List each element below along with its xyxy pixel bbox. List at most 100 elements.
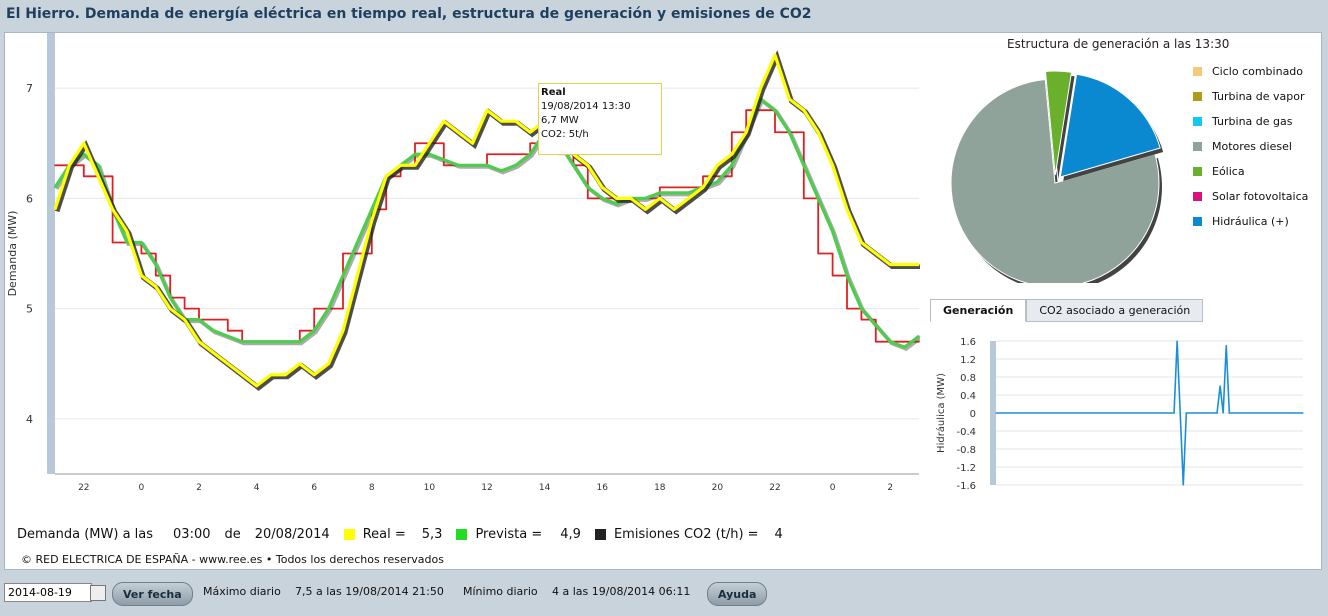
- legend-swatch: [1193, 117, 1202, 126]
- hydro-data-point: [1216, 412, 1218, 414]
- legend-label: Eólica: [1212, 165, 1245, 178]
- data-point: [759, 87, 762, 89]
- hydro-y-tick-label: -0.4: [956, 427, 976, 438]
- hydro-y-axis-label: Hidráulica (MW): [935, 373, 947, 453]
- data-point: [515, 164, 517, 167]
- hydro-data-point: [995, 412, 997, 414]
- data-point: [212, 318, 215, 321]
- data-point: [803, 164, 805, 167]
- data-point: [673, 192, 675, 194]
- data-point: [428, 153, 431, 156]
- data-point: [831, 274, 834, 277]
- data-point: [299, 340, 301, 343]
- data-point: [169, 296, 171, 299]
- data-point: [414, 142, 416, 145]
- data-point: [875, 252, 877, 255]
- data-point: [716, 181, 719, 183]
- data-point: [299, 329, 301, 332]
- hydro-data-point: [1176, 340, 1178, 342]
- data-point: [486, 164, 488, 167]
- max-value: 7,5 a las 19/08/2014 21:50: [295, 585, 444, 598]
- series-programada: [55, 109, 919, 343]
- data-point: [313, 329, 316, 332]
- series-real: [53, 53, 919, 388]
- data-point: [529, 153, 531, 156]
- data-point: [212, 351, 215, 354]
- data-point: [716, 164, 719, 167]
- chart-scroll-strip: [47, 33, 55, 474]
- tooltip-datetime: 19/08/2014 13:30: [541, 101, 631, 112]
- tab-bar: Generación CO2 asociado a generación: [930, 299, 1204, 322]
- data-point: [183, 318, 186, 321]
- legend-swatch: [1193, 92, 1202, 101]
- legend-swatch: [1193, 217, 1202, 226]
- ayuda-button[interactable]: Ayuda: [707, 582, 768, 606]
- status-label: Demanda (MW) a las: [17, 527, 154, 542]
- data-point: [918, 340, 920, 343]
- data-point: [774, 131, 776, 134]
- date-input[interactable]: [4, 583, 92, 602]
- data-point: [745, 131, 747, 134]
- data-point: [155, 263, 157, 266]
- tooltip-title: Real: [541, 87, 566, 98]
- data-point: [687, 192, 690, 194]
- data-point: [860, 307, 863, 310]
- data-point: [860, 241, 863, 244]
- data-point: [356, 252, 359, 255]
- hydro-y-tick-label: 0.4: [960, 391, 976, 402]
- x-tick-label: 2: [196, 483, 202, 493]
- page-title: El Hierro. Demanda de energía eléctrica …: [6, 6, 812, 22]
- data-point: [587, 164, 589, 167]
- hydro-y-tick-label: 1.2: [960, 355, 976, 366]
- prevista-label: Prevista =: [475, 527, 543, 542]
- data-point: [774, 109, 776, 111]
- data-point: [903, 263, 906, 266]
- y-tick-label: 7: [26, 82, 33, 95]
- data-point: [788, 98, 791, 100]
- hydro-y-tick-label: 1.6: [960, 337, 976, 348]
- data-point: [803, 109, 805, 111]
- data-point: [155, 274, 157, 277]
- calendar-icon[interactable]: [90, 585, 106, 601]
- data-point: [313, 373, 316, 376]
- hydro-y-tick-label: -0.8: [956, 445, 976, 456]
- data-point: [414, 164, 416, 167]
- data-point: [831, 230, 834, 233]
- data-point: [385, 175, 388, 178]
- data-point: [83, 142, 85, 145]
- data-point: [140, 274, 143, 277]
- tab-generacion[interactable]: Generación: [930, 299, 1027, 322]
- data-point: [356, 241, 359, 244]
- hydro-data-point: [1182, 484, 1184, 486]
- hydro-data-point: [1191, 412, 1194, 414]
- data-point: [342, 274, 344, 277]
- data-point: [659, 192, 661, 194]
- data-point: [587, 197, 589, 200]
- data-point: [875, 324, 877, 326]
- data-point: [327, 362, 330, 365]
- data-point: [457, 131, 460, 134]
- data-point: [284, 373, 287, 376]
- data-point: [126, 241, 128, 244]
- data-point: [255, 340, 258, 343]
- legend-item: Solar fotovoltaica: [1193, 190, 1308, 215]
- data-point: [817, 252, 819, 255]
- data-point: [241, 340, 243, 343]
- tooltip-co2: CO2: 5t/h: [541, 129, 589, 140]
- data-point: [774, 54, 776, 56]
- ver-fecha-button[interactable]: Ver fecha: [112, 582, 193, 606]
- data-point: [731, 131, 733, 134]
- data-point: [183, 307, 186, 310]
- data-point: [212, 329, 215, 332]
- hydro-data-point: [1185, 412, 1187, 414]
- tab-co2[interactable]: CO2 asociado a generación: [1026, 299, 1204, 322]
- x-tick-label: 2: [887, 483, 893, 493]
- x-tick-label: 22: [78, 483, 89, 493]
- data-point: [270, 373, 272, 376]
- data-point: [831, 164, 834, 167]
- data-point: [803, 197, 805, 200]
- real-shadow-line: [54, 50, 920, 391]
- hydro-y-tick-label: 0: [970, 409, 976, 420]
- data-point: [601, 197, 603, 200]
- data-point: [111, 208, 114, 211]
